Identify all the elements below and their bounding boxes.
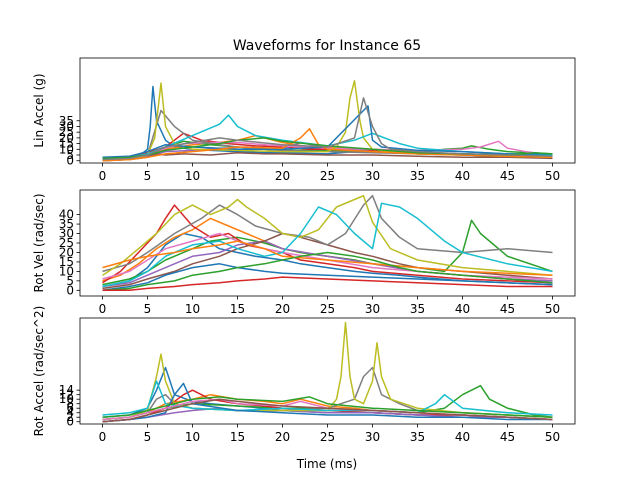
x-tick-label: 45 — [500, 430, 515, 444]
x-tick-label: 25 — [320, 430, 335, 444]
y-tick-label: 15 — [59, 137, 74, 151]
series-line-7 — [102, 194, 553, 273]
x-tick-label: 45 — [500, 169, 515, 183]
x-tick-label: 35 — [410, 430, 425, 444]
x-tick-label: 35 — [410, 169, 425, 183]
x-tick-label: 25 — [320, 169, 335, 183]
x-tick-label: 50 — [545, 430, 560, 444]
series-line-10 — [102, 105, 553, 159]
y-tick-label: 25 — [59, 236, 74, 250]
y-tick-label: 12 — [59, 388, 74, 402]
x-tick-label: 15 — [230, 430, 245, 444]
y-tick-label: 20 — [59, 245, 74, 259]
series-line-7 — [102, 380, 553, 416]
y-tick-label: 35 — [59, 217, 74, 231]
series-line-5 — [102, 151, 553, 162]
y-tick-label: 10 — [59, 392, 74, 406]
y-tick-label: 20 — [59, 131, 74, 145]
series-line-10 — [102, 263, 553, 292]
y-tick-label: 10 — [59, 264, 74, 278]
series-group — [102, 80, 553, 162]
x-tick-label: 0 — [99, 302, 107, 316]
y-tick-label: 30 — [59, 227, 74, 241]
x-tick-label: 0 — [99, 169, 107, 183]
y-tick-label: 5 — [66, 148, 74, 162]
y-axis-label: Rot Vel (rad/sec) — [32, 193, 46, 292]
x-tick-label: 15 — [230, 169, 245, 183]
x-tick-label: 0 — [99, 430, 107, 444]
y-axis-label: Rot Accel (rad/sec^2) — [32, 306, 46, 437]
x-tick-label: 50 — [545, 302, 560, 316]
x-tick-label: 20 — [275, 302, 290, 316]
series-group — [102, 194, 553, 292]
y-tick-label: 30 — [59, 119, 74, 133]
y-tick-label: 35 — [59, 114, 74, 128]
series-group — [102, 321, 553, 423]
x-tick-label: 40 — [455, 430, 470, 444]
x-tick-label: 40 — [455, 302, 470, 316]
y-tick-label: 4 — [66, 406, 74, 420]
subplot-rot-vel: 0 5 10 15 20 25 30 35 40 45 500510152025303540Rot … — [32, 189, 576, 316]
series-line-12 — [102, 251, 553, 292]
y-tick-label: 15 — [59, 255, 74, 269]
series-line-11 — [102, 396, 553, 418]
y-tick-label: 5 — [66, 274, 74, 288]
x-tick-label: 5 — [144, 302, 152, 316]
x-tick-label: 45 — [500, 302, 515, 316]
x-tick-label: 50 — [545, 169, 560, 183]
y-tick-label: 10 — [59, 142, 74, 156]
series-line-8 — [102, 382, 553, 423]
y-tick-label: 40 — [59, 208, 74, 222]
series-line-8 — [102, 194, 553, 276]
x-tick-label: 10 — [185, 430, 200, 444]
x-tick-label: 20 — [275, 430, 290, 444]
x-tick-label: 30 — [365, 169, 380, 183]
y-tick-label: 0 — [66, 154, 74, 168]
series-line-11 — [102, 240, 553, 276]
x-tick-label: 10 — [185, 169, 200, 183]
chart-title: Waveforms for Instance 65 — [233, 38, 421, 54]
series-line-3 — [102, 204, 553, 284]
y-tick-label: 2 — [66, 410, 74, 424]
x-axis-label: Time (ms) — [296, 457, 358, 471]
x-tick-label: 30 — [365, 430, 380, 444]
series-line-13 — [102, 97, 553, 161]
y-tick-label: 14 — [59, 383, 74, 397]
y-axis-label: Lin Accel (g) — [32, 73, 46, 147]
y-tick-label: 25 — [59, 125, 74, 139]
series-line-10 — [102, 398, 553, 423]
series-line-6 — [102, 140, 553, 161]
series-line-13 — [102, 276, 553, 292]
y-tick-label: 6 — [66, 401, 74, 415]
series-line-11 — [102, 128, 553, 162]
y-tick-label: 0 — [66, 415, 74, 429]
x-tick-label: 10 — [185, 302, 200, 316]
y-tick-label: 8 — [66, 397, 74, 411]
x-tick-label: 5 — [144, 430, 152, 444]
x-tick-label: 25 — [320, 302, 335, 316]
x-tick-label: 15 — [230, 302, 245, 316]
x-tick-label: 5 — [144, 169, 152, 183]
series-line-6 — [102, 321, 553, 421]
y-tick-label: 0 — [66, 283, 74, 297]
x-tick-label: 20 — [275, 169, 290, 183]
series-line-1 — [102, 217, 553, 282]
x-tick-label: 40 — [455, 169, 470, 183]
x-tick-label: 30 — [365, 302, 380, 316]
x-tick-label: 35 — [410, 302, 425, 316]
